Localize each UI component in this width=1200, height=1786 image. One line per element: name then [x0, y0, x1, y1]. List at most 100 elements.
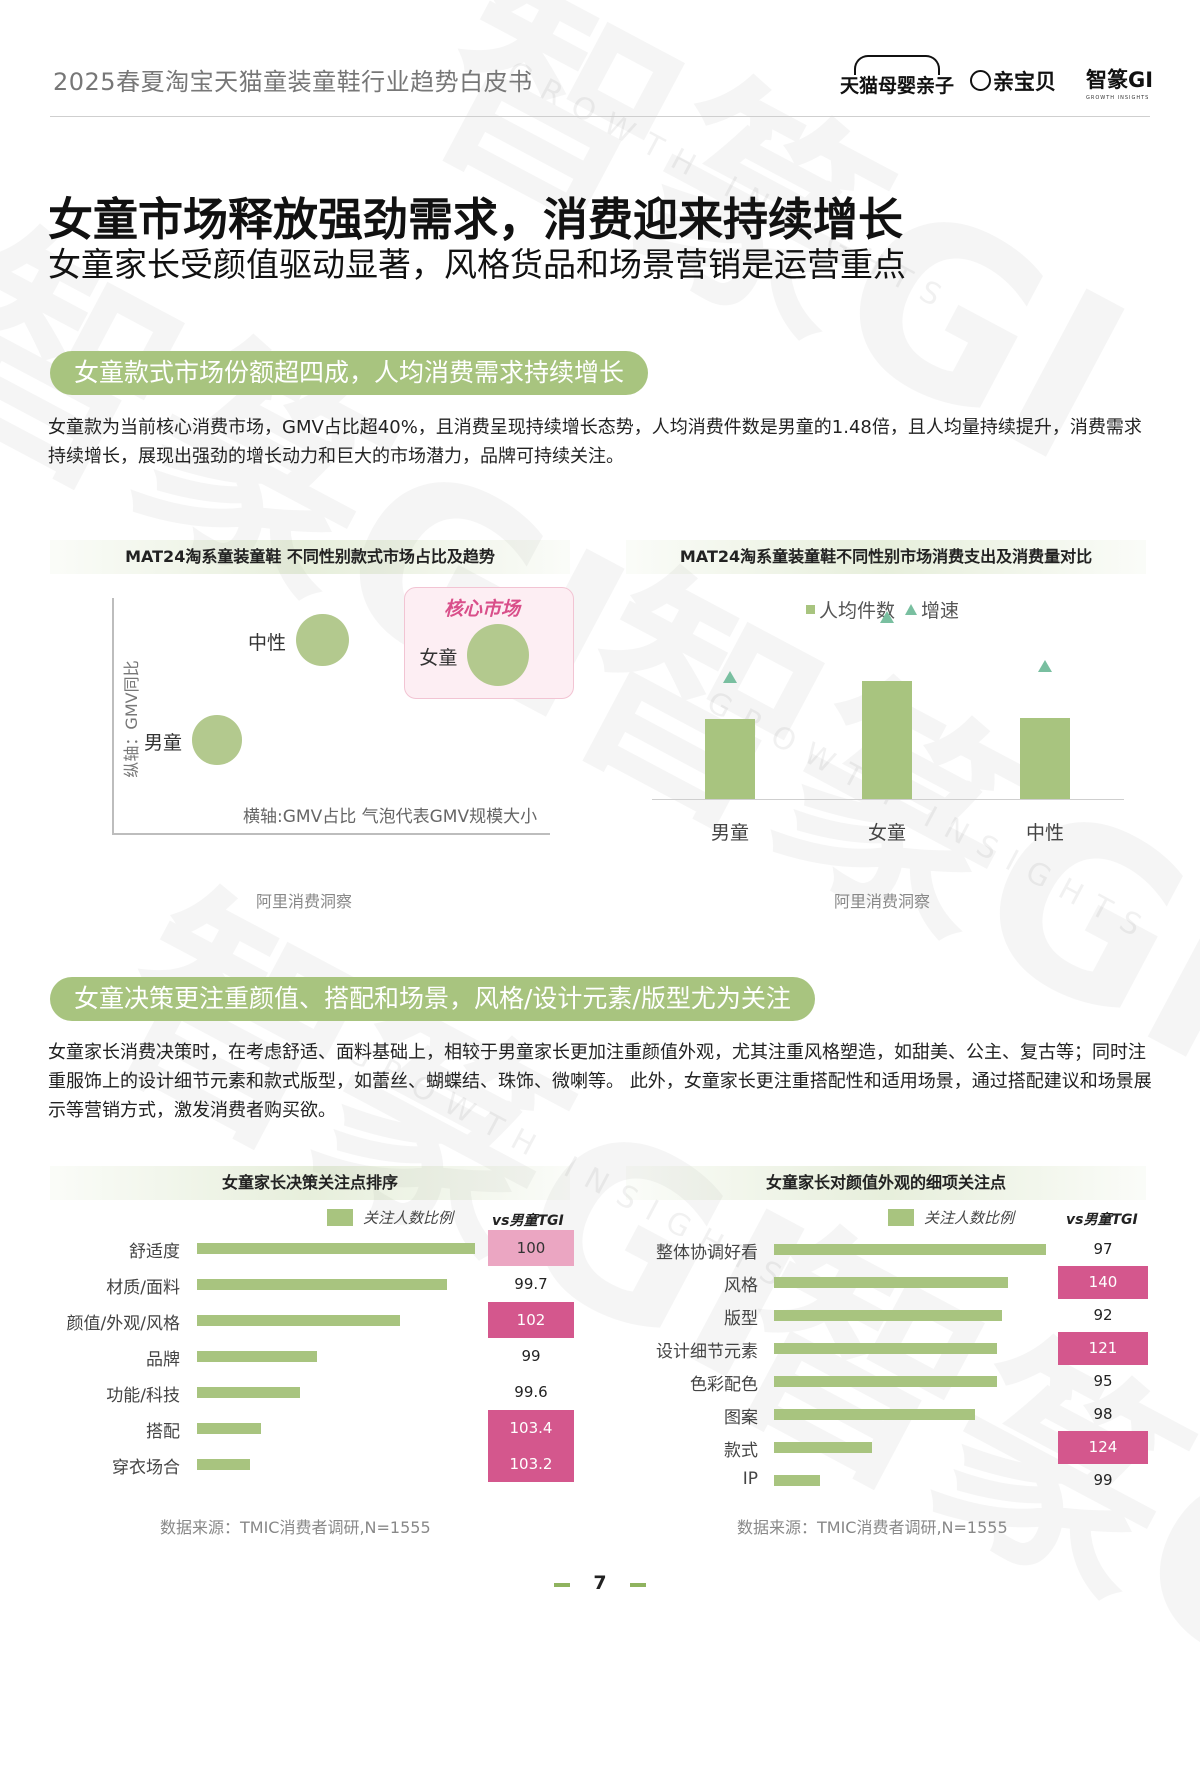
- row-label: 风格: [724, 1276, 758, 1296]
- tgi-value: 99: [521, 1347, 541, 1365]
- document-header-title: 2025春夏淘宝天猫童装童鞋行业趋势白皮书: [53, 68, 533, 96]
- chart3-legend: 关注人数比例: [327, 1207, 453, 1228]
- tgi-value: 99.7: [514, 1275, 548, 1293]
- legend-label-series1: 人均件数: [819, 600, 896, 622]
- chart3-source: 数据来源：TMIC消费者调研,N=1555: [160, 1518, 431, 1537]
- column-bar: [1020, 717, 1070, 799]
- page-number: 7: [593, 1572, 607, 1594]
- tgi-value: 97: [1093, 1239, 1113, 1258]
- tmall-logo: 天猫母婴亲子: [840, 55, 954, 97]
- watermark: 智篆GI: [525, 487, 1200, 1126]
- chart2-title: MAT24淘系童装童鞋不同性别市场消费支出及消费量对比: [626, 540, 1146, 574]
- zhizhuan-logo-text: 智篆GI: [1086, 68, 1154, 92]
- chart2-source: 阿里消费洞察: [834, 892, 931, 911]
- chart1-title: MAT24淘系童装童鞋 不同性别款式市场占比及趋势: [50, 540, 570, 574]
- row-label: IP: [742, 1469, 758, 1489]
- legend-swatch-triangle: [905, 604, 918, 615]
- category-label: 中性: [1025, 822, 1064, 844]
- tgi-value: 99: [1093, 1470, 1113, 1489]
- row-bar: [197, 1387, 300, 1398]
- row-label: 设计细节元素: [656, 1342, 758, 1362]
- legend-swatch: [327, 1209, 353, 1226]
- bubble-label: 女童: [419, 647, 458, 669]
- row-bar: [197, 1423, 261, 1434]
- row-label: 品牌: [146, 1350, 180, 1370]
- row-label: 色彩配色: [690, 1375, 758, 1395]
- category-label: 女童: [867, 822, 906, 844]
- chart1-y-axis: [112, 598, 114, 835]
- zhizhuan-logo-sub: GROWTH INSIGHTS: [1086, 95, 1150, 101]
- chart1-x-axis: [112, 833, 550, 835]
- growth-triangle-marker: [723, 670, 737, 683]
- tgi-value: 103.2: [488, 1446, 574, 1482]
- tgi-value: 95: [1093, 1371, 1113, 1390]
- row-bar: [197, 1243, 475, 1254]
- chart4-legend: 关注人数比例: [888, 1207, 1014, 1228]
- row-bar: [197, 1459, 250, 1470]
- row-bar: [774, 1442, 872, 1453]
- chart3-tgi-header: vs男童TGI: [492, 1213, 564, 1229]
- section1-heading-pill: 女童款式市场份额超四成，人均消费需求持续增长: [50, 351, 649, 395]
- page-number-dash-right: [630, 1583, 646, 1587]
- qinbaobei-logo-text: 亲宝贝: [993, 70, 1056, 94]
- chart2-baseline: [652, 799, 1124, 800]
- row-label: 图案: [724, 1408, 758, 1428]
- growth-triangle-marker: [1038, 659, 1052, 672]
- tgi-value: 102: [488, 1302, 574, 1338]
- legend-label: 关注人数比例: [363, 1209, 454, 1227]
- section2-paragraph: 女童家长消费决策时，在考虑舒适、面料基础上，相较于男童家长更加注重颜值外观，尤其…: [48, 1042, 1152, 1121]
- row-label: 颜值/外观/风格: [66, 1314, 180, 1334]
- row-bar: [774, 1376, 998, 1387]
- column-bar: [862, 681, 912, 799]
- bubble: [467, 624, 530, 686]
- legend-label: 关注人数比例: [924, 1209, 1015, 1227]
- qinbaobei-icon: [970, 70, 991, 91]
- category-label: 男童: [710, 822, 749, 844]
- row-label: 整体协调好看: [656, 1243, 758, 1263]
- legend-swatch: [888, 1209, 914, 1226]
- tgi-value: 99.6: [514, 1383, 548, 1401]
- legend-label-series2: 增速: [921, 600, 960, 622]
- row-bar: [197, 1351, 317, 1362]
- legend-swatch-square: [806, 605, 815, 614]
- row-bar: [774, 1343, 998, 1354]
- chart1-x-axis-label: 横轴:GMV占比 气泡代表GMV规模大小: [243, 807, 538, 827]
- page-number-dash-left: [554, 1583, 570, 1587]
- growth-triangle-marker: [880, 610, 894, 623]
- row-label: 舒适度: [129, 1242, 180, 1262]
- zhizhuan-logo: 智篆GI GROWTH INSIGHTS: [1086, 64, 1153, 101]
- tgi-value: 92: [1093, 1305, 1113, 1324]
- row-bar: [774, 1409, 976, 1420]
- bubble-label: 男童: [143, 732, 182, 754]
- tgi-value: 100: [488, 1230, 574, 1266]
- chart4-tgi-header: vs男童TGI: [1066, 1212, 1138, 1228]
- row-bar: [774, 1475, 821, 1486]
- section2-heading-pill: 女童决策更注重颜值、搭配和场景，风格/设计元素/版型尤为关注: [50, 977, 815, 1021]
- tgi-value: 124: [1058, 1430, 1148, 1464]
- header-divider: [50, 116, 1150, 117]
- tgi-value: 121: [1058, 1331, 1148, 1365]
- row-label: 材质/面料: [106, 1278, 180, 1298]
- bubble-label: 中性: [248, 632, 287, 654]
- column-bar: [705, 719, 755, 799]
- row-bar: [774, 1244, 1046, 1255]
- section1-paragraph: 女童款为当前核心消费市场，GMV占比超40%，且消费呈现持续增长态势，人均消费件…: [48, 417, 1142, 467]
- page-title: 女童市场释放强劲需求，消费迎来持续增长: [48, 193, 904, 246]
- tmall-logo-text: 天猫母婴亲子: [840, 75, 955, 97]
- chart4-title: 女童家长对颜值外观的细项关注点: [626, 1166, 1146, 1200]
- tmall-cat-icon: [854, 55, 940, 75]
- row-bar: [197, 1315, 400, 1326]
- row-label: 功能/科技: [106, 1386, 180, 1406]
- row-label: 搭配: [146, 1422, 180, 1442]
- chart4-source: 数据来源：TMIC消费者调研,N=1555: [737, 1518, 1008, 1537]
- row-label: 版型: [724, 1309, 758, 1329]
- tgi-value: 103.4: [488, 1410, 574, 1446]
- tgi-value: 98: [1093, 1404, 1113, 1423]
- bubble: [296, 613, 349, 667]
- row-label: 穿衣场合: [112, 1458, 180, 1478]
- row-bar: [774, 1310, 1003, 1321]
- row-bar: [774, 1277, 1008, 1288]
- chart1-y-axis-label: 纵轴：GMV同比: [122, 660, 141, 778]
- page-subtitle: 女童家长受颜值驱动显著，风格货品和场景营销是运营重点: [48, 245, 906, 284]
- core-market-label: 核心市场: [444, 598, 521, 620]
